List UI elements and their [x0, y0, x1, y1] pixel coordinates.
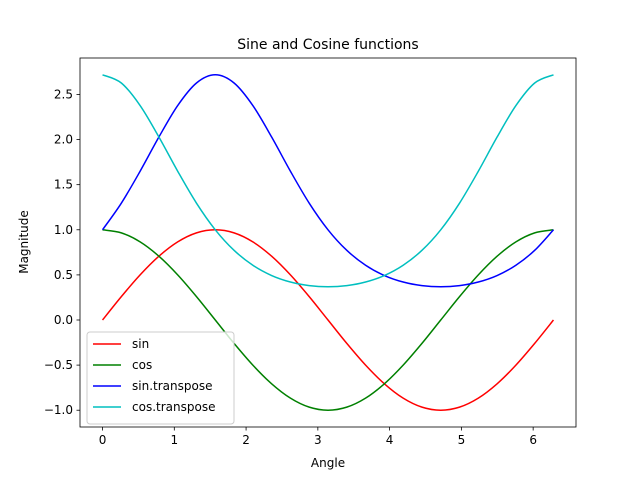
- x-tick-label: 2: [242, 433, 250, 447]
- y-axis-label: Magnitude: [17, 210, 31, 274]
- x-tick-label: 5: [458, 433, 466, 447]
- y-tick-label: 0.5: [54, 268, 73, 282]
- y-tick-label: 2.5: [54, 87, 73, 101]
- y-tick-label: −1.0: [44, 403, 73, 417]
- legend-label-cos-transpose: cos.transpose: [132, 400, 215, 414]
- legend-label-cos: cos: [132, 358, 152, 372]
- y-tick-label: 0.0: [54, 313, 73, 327]
- x-axis-label: Angle: [311, 456, 345, 470]
- axes-frame: [79, 57, 577, 428]
- legend: sin cos sin.transpose cos.transpose: [86, 331, 235, 425]
- x-tick-label: 0: [99, 433, 107, 447]
- y-tick-label: 1.0: [54, 223, 73, 237]
- series-line-cos-transpose: [102, 74, 554, 288]
- series-layer: [101, 74, 555, 411]
- series-line-sin-transpose: [101, 74, 555, 288]
- y-tick-label: 1.5: [54, 178, 73, 192]
- y-tick-label: 2.0: [54, 133, 73, 147]
- chart-title: Sine and Cosine functions: [237, 37, 418, 53]
- series-line-sin: [101, 229, 555, 411]
- y-axis-ticks: −1.0 −0.5 0.0 0.5 1.0 1.5 2.0 2.5: [44, 87, 80, 417]
- x-tick-label: 6: [529, 433, 537, 447]
- x-tick-label: 4: [386, 433, 394, 447]
- x-tick-label: 1: [170, 433, 178, 447]
- x-tick-label: 3: [314, 433, 322, 447]
- series-line-cos: [102, 229, 554, 411]
- legend-label-sin: sin: [132, 337, 149, 351]
- legend-label-sin-transpose: sin.transpose: [132, 379, 212, 393]
- x-axis-ticks: 0 1 2 3 4 5 6: [99, 427, 537, 447]
- legend-box: [86, 331, 235, 425]
- y-tick-label: −0.5: [44, 358, 73, 372]
